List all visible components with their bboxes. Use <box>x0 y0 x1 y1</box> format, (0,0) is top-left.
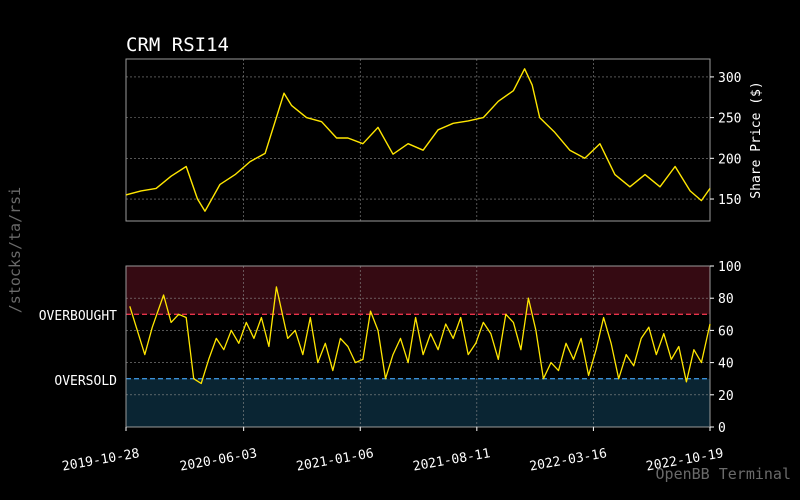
rsi-panel: OVERBOUGHT OVERSOLD 0 20 40 60 80 100 2019-10… <box>39 260 742 475</box>
rsi-y-ticks: 0 20 40 60 80 100 <box>710 260 741 436</box>
oversold-label: OVERSOLD <box>54 374 117 389</box>
rsi-ytick-label-20: 20 <box>718 389 734 404</box>
price-panel: CRM RSI14 150 200 250 300 Share Price ($) <box>125 34 764 222</box>
rsi-xtick-label-4: 2022-03-16 <box>528 446 608 474</box>
price-line <box>125 68 711 212</box>
chart-title: CRM RSI14 <box>126 34 229 56</box>
rsi-xtick-label-0: 2019-10-28 <box>61 446 141 474</box>
rsi-plot-frame <box>125 265 711 428</box>
price-ytick-label-200: 200 <box>718 152 741 167</box>
rsi-ytick-label-40: 40 <box>718 357 734 372</box>
rsi-ytick-label-60: 60 <box>718 324 734 339</box>
rsi-ytick-label-0: 0 <box>718 421 726 436</box>
rsi-x-ticks: 2019-10-28 2020-06-03 2021-01-06 2021-08-11… <box>61 427 725 475</box>
price-gridlines <box>125 59 711 221</box>
rsi-xtick-label-2: 2021-01-06 <box>295 446 375 474</box>
price-y-axis-label: Share Price ($) <box>749 81 764 198</box>
watermark-brand: OpenBB Terminal <box>656 465 791 483</box>
price-ytick-label-150: 150 <box>718 193 741 208</box>
rsi-xtick-label-3: 2021-08-11 <box>412 446 492 474</box>
overbought-zone <box>126 266 710 315</box>
rsi-line <box>129 286 711 385</box>
rsi-xtick-label-1: 2020-06-03 <box>179 446 259 474</box>
watermark-path: /stocks/ta/rsi <box>6 187 24 313</box>
rsi-series <box>129 286 711 385</box>
price-plot-frame <box>125 58 711 222</box>
rsi-ytick-label-100: 100 <box>718 260 741 275</box>
price-ytick-label-300: 300 <box>718 71 741 86</box>
price-y-ticks: 150 200 250 300 <box>710 71 741 208</box>
price-series <box>125 68 711 212</box>
oversold-zone <box>126 378 710 427</box>
price-ytick-label-250: 250 <box>718 112 741 127</box>
rsi-ytick-label-80: 80 <box>718 292 734 307</box>
overbought-label: OVERBOUGHT <box>39 309 117 324</box>
